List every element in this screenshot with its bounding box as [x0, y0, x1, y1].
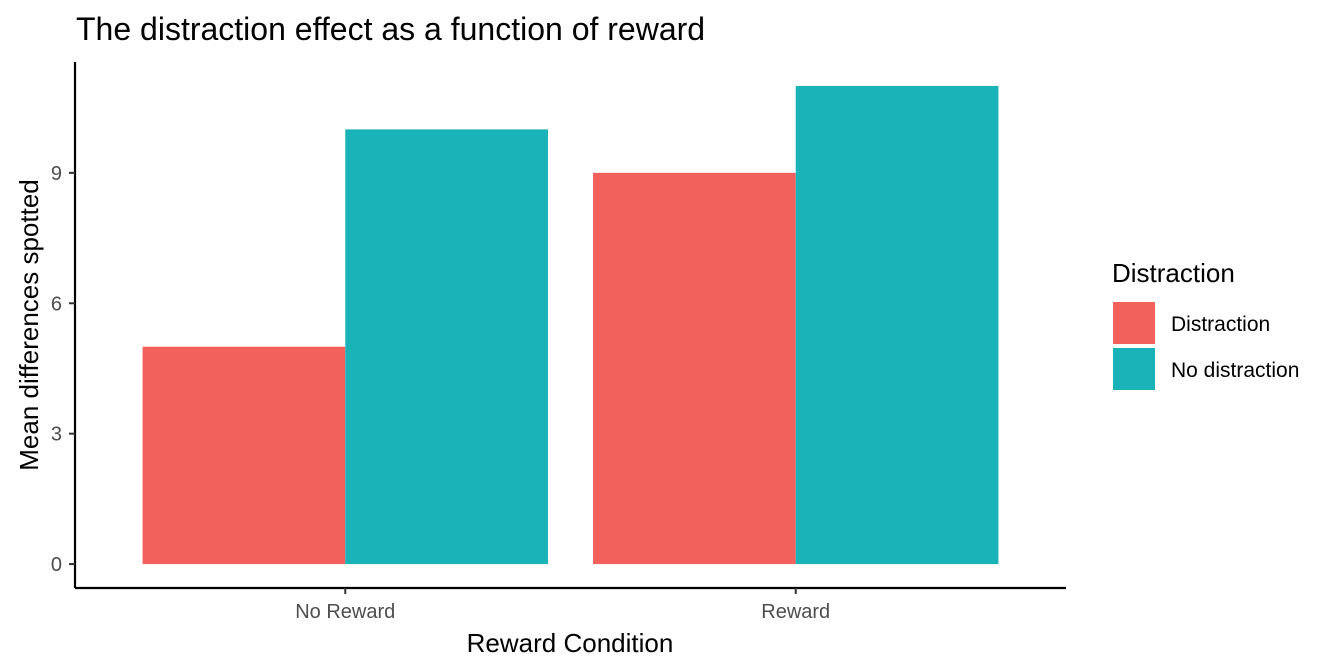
- legend-title: Distraction: [1112, 258, 1235, 288]
- legend-items: Distraction No distraction: [1113, 302, 1299, 390]
- bar: [142, 346, 346, 565]
- bar: [795, 85, 999, 565]
- x-axis-title: Reward Condition: [467, 628, 674, 658]
- legend-label: Distraction: [1171, 313, 1270, 336]
- y-tick-label: 9: [51, 163, 62, 185]
- y-axis-ticks: 0 3 6 9: [51, 163, 75, 576]
- bars-layer: [142, 85, 999, 565]
- y-tick-label: 6: [51, 293, 62, 315]
- x-tick-label: No Reward: [295, 601, 395, 623]
- legend: Distraction Distraction No distraction: [1112, 258, 1299, 390]
- y-tick-label: 0: [51, 554, 62, 576]
- x-tick-label: Reward: [761, 601, 830, 623]
- legend-label: No distraction: [1171, 359, 1299, 382]
- legend-swatch: [1113, 348, 1155, 390]
- legend-swatch: [1113, 302, 1155, 344]
- chart-title: The distraction effect as a function of …: [76, 11, 705, 47]
- y-tick-label: 3: [51, 424, 62, 446]
- y-axis-title: Mean differences spotted: [14, 179, 44, 470]
- bar: [593, 172, 796, 565]
- bar: [345, 129, 548, 565]
- x-axis-ticks: No Reward Reward: [295, 588, 830, 623]
